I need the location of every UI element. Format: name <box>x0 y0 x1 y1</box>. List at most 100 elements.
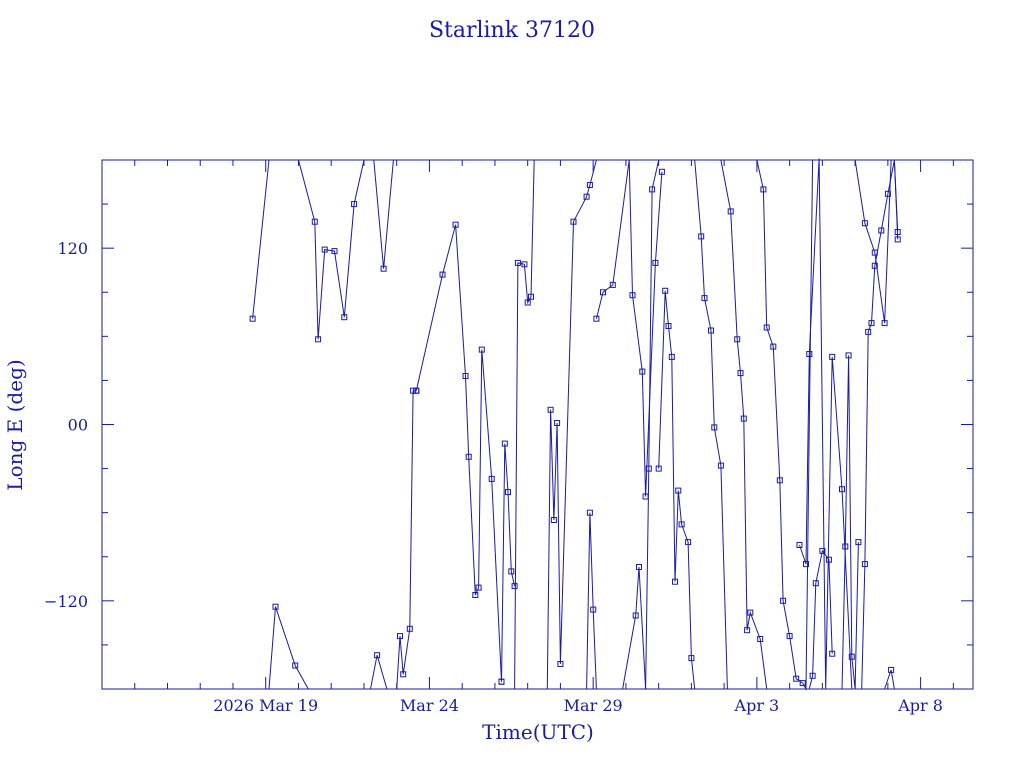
data-point <box>524 299 531 306</box>
data-point <box>639 368 646 375</box>
data-point <box>249 315 256 322</box>
data-point <box>786 633 793 640</box>
series-line-3 <box>298 159 374 340</box>
data-point <box>861 220 868 227</box>
data-point <box>341 314 348 321</box>
data-point <box>708 327 714 334</box>
data-point <box>658 168 665 175</box>
data-point <box>770 343 777 350</box>
data-point <box>514 259 521 266</box>
data-point <box>413 387 420 394</box>
data-point <box>888 666 895 673</box>
series-line-5 <box>370 655 388 690</box>
data-point <box>374 652 381 659</box>
data-point <box>311 218 318 225</box>
data-point <box>452 221 459 228</box>
data-point <box>593 315 600 322</box>
data-point <box>845 352 852 359</box>
data-point <box>675 487 682 494</box>
data-point <box>668 353 675 360</box>
data-point <box>590 606 597 613</box>
x-tick-label: Apr 8 <box>897 696 943 715</box>
data-point <box>861 561 868 568</box>
data-point <box>871 262 878 269</box>
data-point <box>878 227 885 234</box>
data-point <box>586 182 593 188</box>
chart-title: Starlink 37120 <box>429 18 595 43</box>
data-point <box>315 336 322 343</box>
data-point <box>351 201 358 208</box>
data-point <box>672 578 678 585</box>
data-point <box>665 323 672 329</box>
series-line-15 <box>658 290 696 690</box>
data-point <box>894 236 901 243</box>
series-line-18 <box>756 159 814 691</box>
x-tick-label: Mar 24 <box>400 696 459 715</box>
series-line-9 <box>514 159 548 690</box>
data-point <box>698 233 705 240</box>
series-line-12 <box>595 159 663 497</box>
data-point <box>799 680 806 687</box>
series-line-1 <box>252 159 270 319</box>
y-tick-label: 00 <box>68 416 88 435</box>
data-point <box>839 486 845 493</box>
data-point <box>475 584 482 591</box>
data-point <box>776 477 783 484</box>
data-point <box>636 564 642 570</box>
data-point <box>462 373 469 379</box>
data-point <box>865 328 872 335</box>
data-point <box>609 281 616 288</box>
data-point <box>796 542 803 548</box>
data-point <box>678 521 685 528</box>
data-point <box>331 248 338 255</box>
series-line-16 <box>694 159 728 690</box>
data-point <box>570 218 577 225</box>
data-point <box>740 415 747 422</box>
data-point <box>685 539 692 546</box>
data-point <box>498 678 505 685</box>
series-line-22 <box>841 355 859 690</box>
series-line-7 <box>415 224 502 682</box>
series-line-2 <box>268 606 309 690</box>
y-axis-label: Long E (deg) <box>3 359 27 490</box>
y-tick-label: −120 <box>44 592 88 611</box>
data-point <box>662 287 669 294</box>
series-line-20 <box>808 549 833 690</box>
data-point <box>508 568 515 575</box>
data-point <box>406 625 413 632</box>
data-point <box>763 324 770 331</box>
data-point <box>652 259 659 266</box>
data-point <box>855 539 862 546</box>
data-point <box>528 293 534 300</box>
data-point <box>737 370 744 377</box>
data-point <box>465 453 472 460</box>
data-point <box>380 265 387 272</box>
data-point <box>439 271 446 278</box>
data-point <box>868 320 875 327</box>
data-point <box>809 672 816 679</box>
y-tick-label: 120 <box>57 239 88 258</box>
series-line-25 <box>884 669 895 690</box>
data-point <box>600 289 606 296</box>
series-line-23 <box>854 159 892 324</box>
data-point <box>272 603 279 610</box>
data-point <box>760 186 767 193</box>
series-line-11 <box>586 512 597 690</box>
data-point <box>829 650 836 657</box>
data-point <box>812 580 819 587</box>
data-point <box>842 543 849 550</box>
series-line-17 <box>720 159 777 690</box>
series-line-8 <box>501 443 516 682</box>
series-line-6 <box>396 390 417 690</box>
data-point <box>829 353 836 360</box>
data-point <box>655 465 662 472</box>
data-point <box>505 489 511 496</box>
data-point <box>488 475 495 482</box>
data-point <box>472 592 479 598</box>
data-point <box>734 336 741 343</box>
series-line-10 <box>546 159 603 690</box>
series-line-24 <box>861 159 899 690</box>
data-point <box>825 556 832 563</box>
data-point <box>757 636 764 642</box>
